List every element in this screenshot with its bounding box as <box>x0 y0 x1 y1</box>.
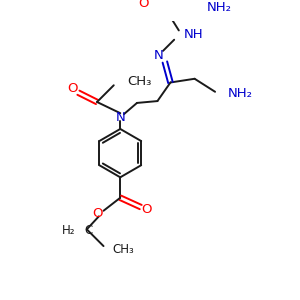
Text: CH₃: CH₃ <box>127 75 151 88</box>
Text: O: O <box>141 203 152 216</box>
Text: O: O <box>138 0 149 10</box>
Text: O: O <box>93 207 103 220</box>
Text: H₂: H₂ <box>62 224 76 237</box>
Text: NH₂: NH₂ <box>207 1 232 14</box>
Text: C: C <box>84 224 92 237</box>
Text: CH₃: CH₃ <box>113 243 135 256</box>
Text: N: N <box>116 111 125 124</box>
Text: NH: NH <box>184 28 203 40</box>
Text: O: O <box>68 82 78 94</box>
Text: N: N <box>154 49 163 62</box>
Text: NH₂: NH₂ <box>228 87 253 100</box>
